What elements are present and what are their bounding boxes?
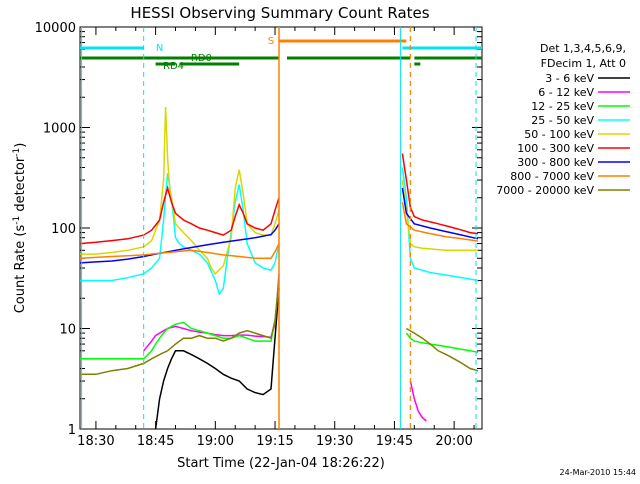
series-lines [79,106,479,430]
y-axis-label-exponent: -1 [12,216,22,225]
y-axis-label-exponent: -1 [12,148,22,157]
legend-label: 300 - 800 keV [517,156,594,169]
y-axis-label-part: detector [13,156,28,216]
x-tick-label: 19:30 [316,434,353,449]
series-line [401,187,479,240]
decimation-label: RD0 [191,53,212,64]
legend-label: 3 - 6 keV [545,72,594,85]
legend-label: 100 - 300 keV [517,142,594,155]
series-line [405,332,479,354]
footer-date: 24-Mar-2010 15:44 [560,468,637,477]
series-line [80,280,280,360]
y-tick-label: 1000 [43,122,76,137]
legend-label: 7000 - 20000 keV [496,184,594,197]
x-axis-label: Start Time (22-Jan-04 18:26:22) [177,456,385,471]
event-markers [81,27,477,429]
series-line [401,167,479,282]
series-line [154,288,280,430]
legend-label: 25 - 50 keV [531,114,594,127]
x-tick-label: 18:45 [137,434,174,449]
y-tick-label: 10 [59,323,76,338]
y-tick-label: 1 [68,423,76,438]
legend-label: 800 - 7000 keV [510,170,594,183]
x-axis-ticks: 18:30 18:45 19:00 19:15 19:30 19:45 20:00 [77,27,475,449]
chart-title: HESSI Observing Summary Count Rates [130,4,429,22]
night-label: N [156,43,163,54]
attenuator-label: S [268,36,274,47]
x-tick-label: 19:45 [376,434,413,449]
y-axis-label-part: ) [13,143,28,148]
observing-state-bars: N S RD0 RD4 [80,36,482,72]
series-line [401,179,478,252]
y-axis-label-part: Count Rate (s [13,225,28,314]
series-line [401,153,479,235]
plot-area [79,26,483,430]
legend-header: FDecim 1, Att 0 [541,57,626,70]
legend: Det 1,3,4,5,6,9, FDecim 1, Att 0 3 - 6 k… [496,42,630,197]
series-line [401,202,479,242]
legend-label: 6 - 12 keV [538,86,594,99]
x-tick-label: 20:00 [435,434,472,449]
series-line [79,185,280,245]
series-line [406,327,479,372]
x-tick-label: 18:30 [77,434,114,449]
y-tick-label: 10000 [35,21,76,36]
series-line [79,243,280,260]
y-axis-ticks: 1 10 100 1000 10000 [35,21,482,438]
x-tick-label: 19:00 [197,434,234,449]
legend-label: 12 - 25 keV [531,100,594,113]
legend-label: 50 - 100 keV [524,128,594,141]
series-line [80,173,280,296]
series-line [79,223,280,264]
legend-header: Det 1,3,4,5,6,9, [540,42,626,55]
series-line [143,273,280,352]
series-line [409,380,427,422]
series-line [80,283,280,376]
y-tick-label: 100 [51,222,76,237]
decimation-label: RD4 [163,61,184,72]
x-tick-label: 19:15 [256,434,293,449]
y-axis-label: Count Rate (s-1 detector-1) [12,143,28,314]
